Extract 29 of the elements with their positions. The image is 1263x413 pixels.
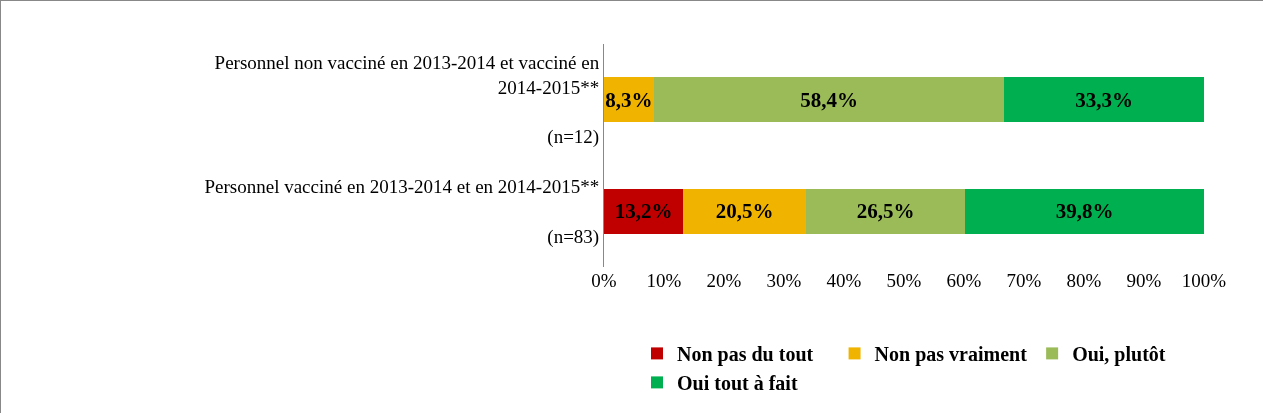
x-tick-label: 80%	[1066, 270, 1102, 291]
legend-label: Non pas vraiment	[874, 343, 1028, 367]
x-tick-label: 0%	[591, 270, 617, 291]
data-label: 20,5%	[715, 199, 774, 224]
x-tick-label: 20%	[706, 270, 742, 291]
category-label: Personnel vacciné en 2013-2014 et en 2014-2015** (n=83)	[204, 176, 600, 247]
bar	[965, 188, 1204, 234]
data-label: 58,4%	[800, 87, 858, 112]
data-label: 8,3%	[605, 87, 653, 112]
x-tick-label: 90%	[1126, 270, 1162, 291]
data-label: 13,2%	[614, 199, 673, 224]
bar	[806, 188, 966, 234]
x-tick-label: 10%	[646, 270, 682, 291]
x-tick-label: 70%	[1006, 270, 1042, 291]
x-tick-label: 100%	[1181, 270, 1227, 291]
legend-label: Non pas du tout	[677, 343, 814, 367]
data-label: 39,8%	[1055, 199, 1114, 224]
x-tick-label: 60%	[946, 270, 982, 291]
legend-label: Oui, plutôt	[1072, 343, 1166, 367]
x-tick-label: 30%	[766, 270, 802, 291]
data-label: 33,3%	[1075, 87, 1133, 112]
legend-label: Oui tout à fait	[677, 372, 798, 395]
bar	[653, 77, 1005, 123]
bar	[1004, 77, 1204, 123]
category-label: Personnel non vacciné en 2013-2014 et vacciné en 2014-2015** (n=12)	[214, 52, 600, 148]
bar	[683, 188, 807, 234]
data-label: 26,5%	[856, 199, 915, 224]
x-tick-label: 40%	[826, 270, 862, 291]
x-tick-label: 50%	[886, 270, 922, 291]
